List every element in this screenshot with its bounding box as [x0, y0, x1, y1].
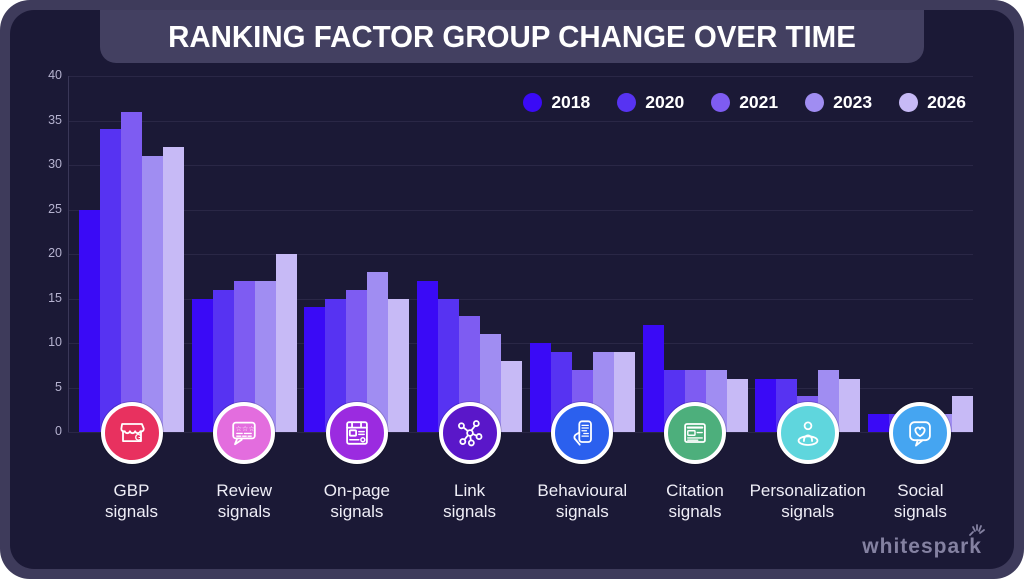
legend-label: 2020	[645, 92, 685, 112]
storefront-icon: G	[100, 402, 163, 464]
person-icon	[776, 402, 839, 464]
bar-2018	[755, 378, 777, 432]
legend-dot	[805, 93, 825, 112]
bar-group-on-page-signals	[304, 271, 410, 432]
chat-heart-icon	[889, 402, 952, 464]
category-label: Link signals	[443, 481, 497, 521]
page-title: RANKING FACTOR GROUP CHANGE OVER TIME	[168, 18, 856, 54]
category-label: Personalization signals	[749, 481, 866, 521]
category-label: GBP signals	[105, 481, 158, 521]
y-tick-label: 40	[48, 68, 62, 82]
gridline	[68, 76, 973, 77]
y-tick-label: 20	[48, 246, 62, 260]
svg-text:G: G	[134, 433, 141, 443]
plot-area	[68, 76, 973, 433]
bar-2020	[100, 129, 121, 432]
legend-item-2026: 2026	[899, 92, 966, 113]
bar-2018	[417, 280, 439, 432]
legend-dot	[523, 93, 543, 112]
category-label: Citation signals	[666, 481, 724, 521]
legend-item-2020: 2020	[617, 92, 684, 113]
gridline	[68, 343, 973, 344]
legend-item-2023: 2023	[805, 92, 872, 113]
legend-label: 2018	[551, 92, 591, 112]
legend-label: 2026	[927, 92, 966, 112]
bar-2018	[867, 414, 889, 432]
review-stars-icon: ☆☆☆	[213, 402, 276, 464]
bar-2018	[191, 298, 213, 432]
bar-2026	[726, 378, 748, 432]
legend-dot	[617, 93, 637, 112]
bar-2021	[346, 289, 368, 432]
bar-2018	[642, 325, 664, 432]
legend-item-2018: 2018	[523, 92, 590, 113]
hand-phone-icon	[551, 402, 614, 464]
legend: 2018 2020 2021 2023 2026	[523, 92, 966, 113]
bar-2023	[142, 156, 163, 432]
y-tick-label: 25	[48, 201, 62, 216]
legend-item-2021: 2021	[711, 92, 778, 113]
bar-2020	[438, 298, 460, 432]
title-banner: RANKING FACTOR GROUP CHANGE OVER TIME	[100, 10, 924, 63]
bar-group-review-signals	[191, 254, 297, 432]
spark-icon	[969, 524, 985, 536]
y-tick-label: 30	[48, 157, 62, 171]
gridline	[68, 209, 973, 211]
legend-dot	[711, 93, 731, 112]
bar-2020	[212, 289, 234, 432]
y-axis-line	[68, 76, 69, 432]
bar-2026	[163, 147, 184, 432]
bar-2018	[529, 343, 551, 432]
bar-2026	[388, 298, 410, 432]
bar-2026	[951, 396, 973, 432]
article-icon	[664, 402, 726, 464]
category-label: Review signals	[216, 481, 273, 521]
bar-2026	[613, 351, 635, 432]
gridline	[68, 298, 973, 300]
bar-2021	[233, 280, 255, 432]
category-label: On-page signals	[323, 481, 390, 521]
legend-label: 2023	[833, 92, 873, 112]
bar-2018	[79, 209, 100, 432]
gridline	[68, 120, 973, 122]
bar-2023	[367, 271, 389, 432]
bar-2026	[839, 378, 861, 432]
y-tick-label: 0	[55, 424, 62, 438]
whitespark-logo: whitespark	[862, 524, 985, 559]
logo-text: whitespark	[862, 535, 982, 558]
legend-dot	[899, 93, 919, 112]
gridline	[68, 165, 973, 166]
bar-2026	[275, 254, 297, 432]
y-tick-label: 15	[48, 290, 62, 305]
browser-page-icon	[325, 402, 388, 464]
y-tick-label: 5	[55, 379, 62, 394]
category-label: Social signals	[893, 481, 947, 521]
gridline	[68, 254, 973, 255]
gridline	[68, 432, 973, 433]
legend-label: 2021	[739, 92, 779, 112]
bar-2020	[325, 298, 347, 432]
bar-2026	[501, 360, 523, 432]
chart-panel: RANKING FACTOR GROUP CHANGE OVER TIME 0 5…	[10, 10, 1014, 569]
y-tick-label: 10	[48, 335, 62, 349]
y-tick-label: 35	[48, 112, 62, 127]
bar-2023	[254, 280, 276, 432]
bar-2018	[304, 307, 326, 432]
category-label: Behavioural signals	[537, 481, 628, 521]
bar-group-gbp-signals	[79, 111, 184, 432]
svg-text:☆☆☆: ☆☆☆	[236, 424, 255, 433]
bar-2021	[121, 111, 142, 432]
network-nodes-icon	[438, 402, 501, 464]
